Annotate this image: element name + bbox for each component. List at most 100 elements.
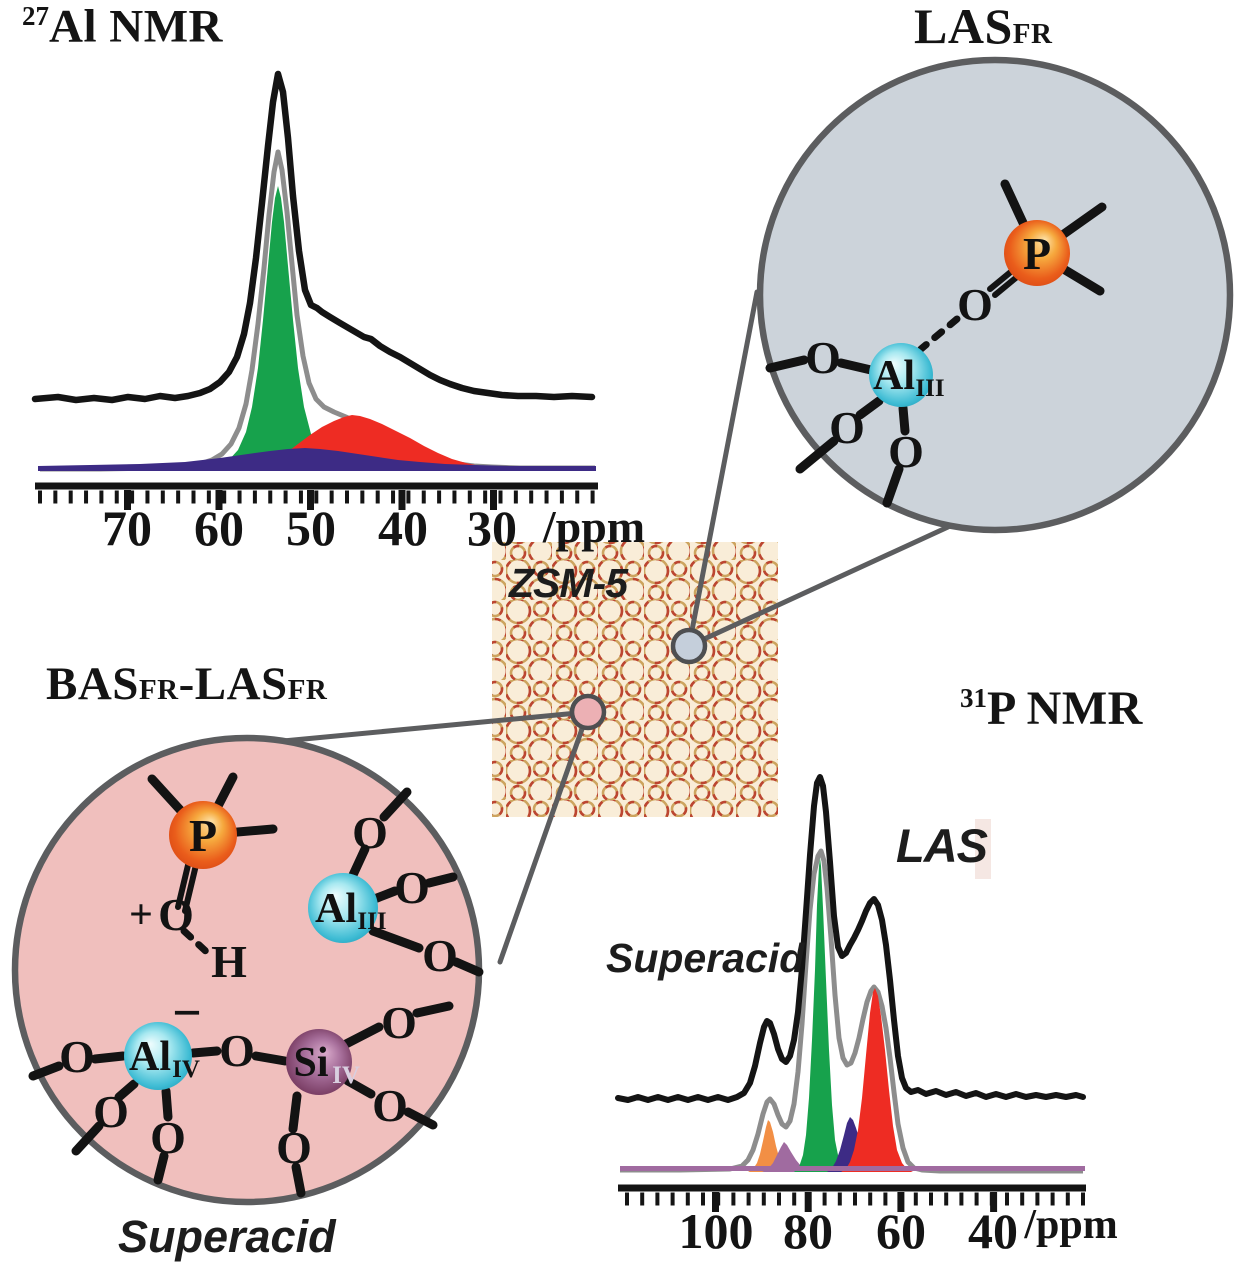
p31-title-text: P NMR xyxy=(987,682,1143,735)
al27-tick-label: 40 xyxy=(378,500,428,556)
bas-circle-background xyxy=(11,734,483,1206)
aluminum-III-sphere xyxy=(308,873,378,943)
bond xyxy=(188,1046,222,1058)
phosphorus-sphere xyxy=(1004,220,1070,286)
callout-lines xyxy=(259,289,951,965)
las-annotation-highlight-bar xyxy=(975,819,991,879)
superacid-annotation: Superacid xyxy=(606,935,805,981)
las-fr-title: LASFR xyxy=(914,0,1052,53)
bas-callout-line-top xyxy=(259,709,591,746)
bond xyxy=(71,1121,104,1156)
bond xyxy=(855,396,884,420)
oxygen-label: O xyxy=(829,402,865,453)
bas-callout-line-bottom xyxy=(497,709,591,965)
oxygen-label: O xyxy=(957,279,993,330)
las-title-subscript: FR xyxy=(287,674,328,706)
zeolite-network-pattern xyxy=(492,542,778,817)
zsm5-framework-image xyxy=(492,542,778,817)
oxygen-label: O xyxy=(276,1122,312,1173)
p31-axis-unit-label: /ppm xyxy=(1023,1202,1117,1248)
al27-axis-unit-label: /ppm xyxy=(542,501,645,552)
zsm5-label: ZSM-5 xyxy=(509,560,628,606)
double-bond xyxy=(175,858,192,910)
p31-tick-label: 100 xyxy=(679,1203,754,1259)
aluminum-III-label: Al xyxy=(315,886,357,932)
bond xyxy=(882,464,904,508)
al27-tick-label: 70 xyxy=(102,500,152,556)
silicon-valence-label: IV xyxy=(332,1062,360,1089)
al27-tick-label: 30 xyxy=(467,500,517,556)
bond xyxy=(343,1076,376,1099)
silicon-label: Si xyxy=(293,1040,328,1086)
al27-experimental-curve xyxy=(31,70,596,404)
p31-nmr-spectrum: 100 80 60 40 /ppm xyxy=(615,774,1118,1259)
oxygen-label: O xyxy=(394,862,430,913)
oxygen-label: O xyxy=(805,332,841,383)
bond xyxy=(898,403,910,436)
hydrogen-bond-dashed xyxy=(180,927,215,960)
bas-site-dot xyxy=(569,693,607,731)
hydrogen-label: H xyxy=(211,936,247,987)
bas-las-site-magnified-circle: + O H O O O − O O O O O O O P Al III Al … xyxy=(11,734,484,1206)
plus-charge-label: + xyxy=(129,892,153,938)
bond xyxy=(451,957,484,977)
dative-bond-dashed xyxy=(917,315,961,353)
aluminum-IV-sphere xyxy=(124,1022,192,1090)
las-annotation: LAS xyxy=(896,819,988,872)
las-callout-line-right xyxy=(686,524,951,649)
double-bond xyxy=(182,862,199,914)
silicon-sphere xyxy=(286,1029,352,1095)
las-site-dot xyxy=(670,627,708,665)
las-site-magnified-circle: O O O O P Al III xyxy=(756,56,1234,534)
phosphorus-label: P xyxy=(1023,228,1051,279)
bas-title-text: BAS xyxy=(46,658,139,710)
p31-fit-sum-curve xyxy=(620,848,1083,1174)
p31-component-orange xyxy=(748,1120,793,1172)
p31-component-green xyxy=(794,858,850,1172)
las-fr-title-subscript: FR xyxy=(1012,18,1053,50)
al27-tick-label: 50 xyxy=(286,500,336,556)
al27-title-text: Al NMR xyxy=(49,0,223,53)
al27-nmr-title: 27Al NMR xyxy=(22,2,223,52)
las-callout-line-left xyxy=(686,289,760,649)
bond xyxy=(368,926,424,953)
p31-component-mauve xyxy=(762,1142,813,1172)
oxygen-label: O xyxy=(93,1086,129,1137)
bond xyxy=(403,1107,438,1130)
p31-tick-label: 60 xyxy=(876,1203,926,1259)
aluminum-III-valence-label: III xyxy=(357,908,386,935)
aluminum-IV-valence-label: IV xyxy=(172,1056,200,1083)
bond xyxy=(153,1151,169,1185)
bond xyxy=(765,355,809,373)
minus-charge-label: − xyxy=(172,985,202,1042)
oxygen-label: O xyxy=(372,1080,408,1131)
bond xyxy=(348,844,370,880)
bond xyxy=(424,872,458,888)
bond xyxy=(288,1091,302,1134)
phosphorus-label: P xyxy=(189,810,217,861)
bond xyxy=(412,1001,454,1018)
oxygen-label: O xyxy=(381,997,417,1048)
aluminum-sphere xyxy=(869,343,933,407)
bas-fr-las-fr-title: BASFR-LASFR xyxy=(46,658,328,710)
bond xyxy=(341,1022,384,1049)
al27-nmr-spectrum: 70 60 50 40 30 /ppm xyxy=(31,70,645,556)
las-fr-title-text: LAS xyxy=(914,0,1013,54)
p31-component-red xyxy=(841,988,913,1172)
bond xyxy=(291,1162,306,1198)
al27-component-purple xyxy=(38,448,596,471)
bas-title-subscript: FR xyxy=(138,674,179,706)
al27-tick-label: 60 xyxy=(194,500,244,556)
al27-title-superscript: 27 xyxy=(22,1,49,31)
bond xyxy=(379,787,412,822)
bond xyxy=(795,436,839,474)
bond xyxy=(836,358,876,375)
oxygen-label: O xyxy=(888,426,924,477)
bond xyxy=(161,1086,173,1122)
superacid-caption-left: Superacid xyxy=(118,1211,336,1262)
aluminum-valence-label: III xyxy=(915,375,944,402)
p31-baseline-strip xyxy=(620,1166,1085,1171)
bond xyxy=(114,1079,139,1102)
p31-experimental-curve xyxy=(615,774,1086,1103)
